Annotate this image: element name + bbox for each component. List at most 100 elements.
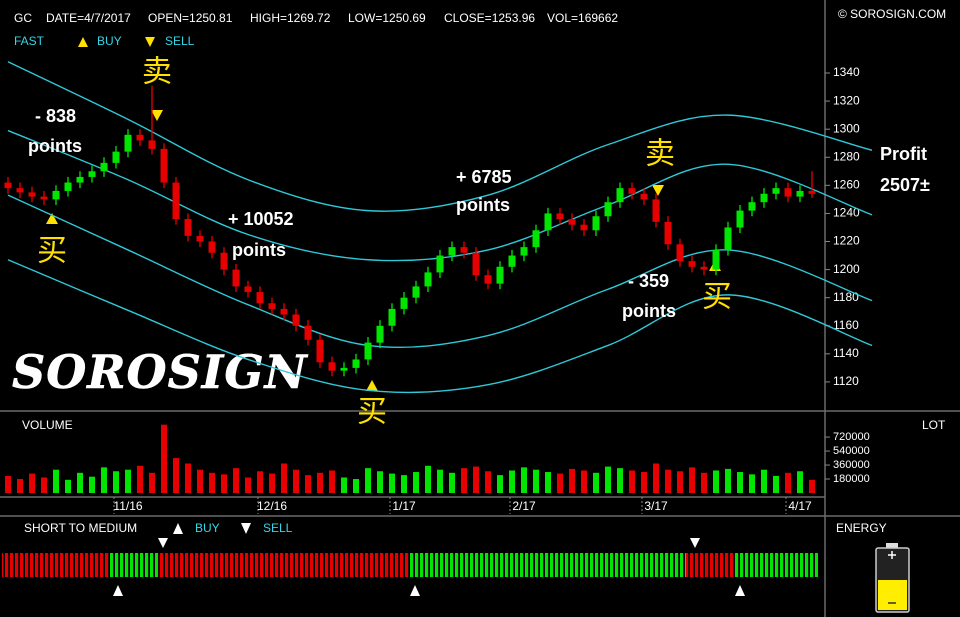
volume-bar (65, 479, 71, 493)
band-line (7, 194, 873, 349)
trend-bar (578, 553, 590, 577)
copyright: © SOROSIGN.COM (838, 7, 946, 21)
candle-body (808, 190, 816, 194)
volume-bar (137, 465, 143, 493)
trend-bar (86, 553, 98, 577)
annotation: 2507± (880, 175, 930, 195)
volume-bar (149, 472, 155, 493)
candle-body (592, 216, 600, 231)
candle-body (628, 188, 636, 194)
volume-bar (89, 476, 95, 493)
trend-bar (350, 553, 362, 577)
legend-sell: SELL (165, 34, 195, 48)
volume-bar (653, 463, 659, 493)
trend-bar (338, 553, 350, 577)
candle-body (280, 308, 288, 315)
battery-icon (875, 543, 910, 613)
annotation: - 838 (35, 106, 76, 126)
volume-bar (77, 472, 83, 493)
candle-body (484, 275, 492, 284)
volume-bar (197, 469, 203, 493)
trend-bar (50, 553, 62, 577)
y-tick-label: 1160 (833, 318, 859, 332)
trend-bar (242, 553, 254, 577)
trend-bar (146, 553, 158, 577)
candle-body (316, 339, 324, 363)
candle-body (4, 182, 12, 189)
trend-bar (374, 553, 386, 577)
signal-label: 买 (702, 280, 732, 315)
trend-bar (278, 553, 290, 577)
trend-bar (362, 553, 374, 577)
trend-bar (758, 553, 770, 577)
trend-bar (302, 553, 314, 577)
y-tick-label: 1320 (833, 93, 860, 107)
volume-bar (437, 469, 443, 493)
annotation: points (232, 240, 286, 260)
sell-arrow (151, 110, 163, 121)
volume-bar (461, 468, 467, 493)
header-field: LOW=1250.69 (348, 11, 426, 25)
signal-label: 卖 (645, 137, 675, 172)
volume-bar (317, 472, 323, 493)
candle-body (772, 188, 780, 194)
volume-bar (677, 471, 683, 493)
candle-body (556, 213, 564, 220)
y-tick-label: 1140 (833, 346, 859, 360)
trend-bar (2, 553, 14, 577)
trend-bar (494, 553, 506, 577)
candle-body (148, 140, 156, 149)
candle-body (676, 244, 684, 262)
volume-bar (245, 477, 251, 493)
trend-bar (674, 553, 686, 577)
volume-bar (797, 471, 803, 493)
trend-bar (122, 553, 134, 577)
signal-label: 卖 (142, 55, 172, 90)
candle-body (196, 235, 204, 242)
trend-bar (542, 553, 554, 577)
logo: SOROSIGN (12, 345, 309, 399)
volume-title: VOLUME (22, 418, 73, 432)
candle-body (256, 292, 264, 304)
candle-body (616, 188, 624, 203)
y-tick-label: 1200 (833, 262, 860, 276)
volume-bar (725, 468, 731, 493)
candle-body (352, 359, 360, 368)
volume-bar (125, 469, 131, 493)
volume-bar (401, 475, 407, 493)
trend-bar (326, 553, 338, 577)
candle-body (496, 266, 504, 284)
candle-body (460, 247, 468, 253)
trend-bar (98, 553, 110, 577)
volume-bar (629, 470, 635, 493)
volume-bar (773, 475, 779, 493)
volume-bar (113, 471, 119, 493)
trend-bar (398, 553, 410, 577)
volume-tick-label: 360000 (833, 459, 870, 471)
annotation: + 6785 (456, 167, 512, 187)
annotation: points (456, 195, 510, 215)
candle-body (760, 193, 768, 203)
trend-bar (650, 553, 662, 577)
x-tick-label: 4/17 (788, 499, 812, 513)
volume-bar (425, 465, 431, 493)
candle-body (580, 224, 588, 231)
candle-body (604, 202, 612, 217)
y-tick-label: 1260 (833, 178, 860, 192)
candle-body (376, 325, 384, 343)
volume-bar (641, 472, 647, 493)
candle-body (652, 199, 660, 222)
volume-bar (341, 477, 347, 493)
candle-body (268, 303, 276, 309)
volume-bar (305, 475, 311, 493)
candle-body (388, 308, 396, 326)
trend-bar (266, 553, 278, 577)
candle-body (88, 171, 96, 177)
legend-buy: BUY (97, 34, 122, 48)
trend-bar (62, 553, 74, 577)
candle-body (700, 266, 708, 270)
volume-bar (101, 467, 107, 493)
volume-bar (161, 424, 167, 493)
volume-bar (41, 477, 47, 493)
